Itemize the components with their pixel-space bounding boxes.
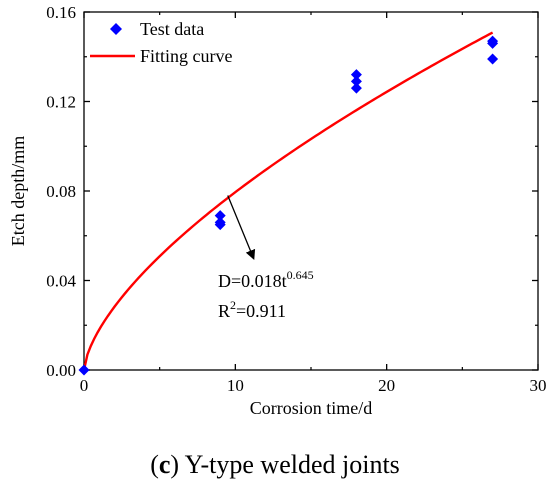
y-tick-label: 0.04 (46, 272, 76, 291)
legend-label-test-data: Test data (140, 19, 204, 39)
test-data-point (350, 69, 362, 81)
test-data-point (350, 82, 362, 94)
test-data-point (214, 216, 226, 228)
legend: Test data Fitting curve (90, 19, 233, 66)
x-axis-title: Corrosion time/d (250, 398, 373, 418)
legend-marker-test-data (110, 23, 122, 35)
r-squared: R2=0.911 (218, 298, 286, 321)
legend-label-fitting-curve: Fitting curve (140, 46, 233, 66)
x-tick-label: 10 (227, 376, 244, 395)
y-tick-label: 0.00 (46, 361, 76, 380)
x-tick-label: 30 (530, 376, 547, 395)
r-squared-sup: 2 (230, 298, 236, 312)
caption-label: c (158, 450, 171, 479)
test-data-point (487, 35, 499, 47)
test-data-point (78, 364, 90, 376)
fit-annotation: D=0.018t0.645 R2=0.911 (218, 195, 314, 321)
test-data-point (350, 75, 362, 87)
annotation-arrow (227, 195, 256, 260)
test-data-point (487, 53, 499, 65)
x-tick-label: 20 (378, 376, 395, 395)
chart: 0 10 20 30 0.00 0.04 0.08 0.12 0.16 Corrosion tim… (8, 3, 547, 418)
axes: 0 10 20 30 0.00 0.04 0.08 0.12 0.16 Corrosion tim… (8, 3, 547, 418)
caption-text: Y-type welded joints (179, 450, 400, 479)
r-squared-prefix: R (218, 301, 230, 321)
y-axis-title: Etch depth/mm (8, 136, 28, 246)
y-tick-label: 0.16 (46, 3, 76, 22)
test-data-point (214, 210, 226, 222)
y-tick-label: 0.12 (46, 93, 76, 112)
fit-equation-base: D=0.018t (218, 271, 287, 291)
fit-equation: D=0.018t0.645 (218, 268, 314, 291)
y-tick-label: 0.08 (46, 182, 76, 201)
fit-equation-exponent: 0.645 (287, 268, 314, 282)
x-tick-label: 0 (80, 376, 89, 395)
figure-caption: (c) Y-type welded joints (150, 450, 400, 479)
plot-series (78, 31, 499, 376)
r-squared-value: =0.911 (236, 301, 286, 321)
fitting-curve-line (82, 31, 494, 371)
